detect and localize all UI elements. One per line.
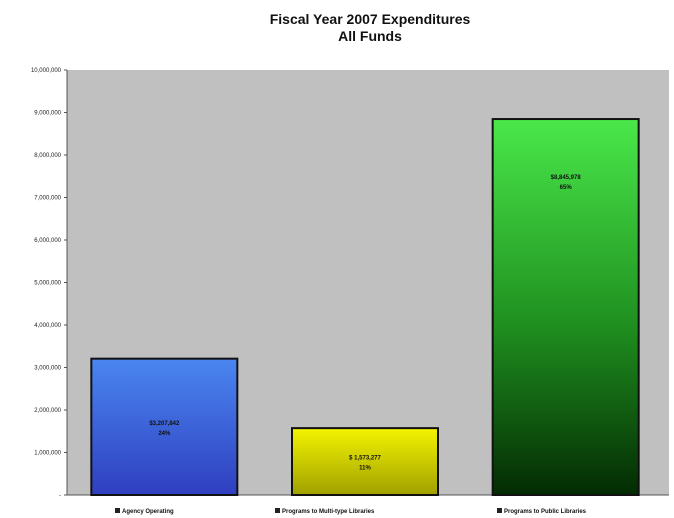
y-tick-label: 5,000,000 (34, 281, 61, 287)
bar-value-label: $8,845,978 (551, 175, 582, 181)
legend-swatch (275, 508, 280, 513)
y-tick-label: - (59, 493, 61, 499)
legend-swatch (497, 508, 502, 513)
y-tick-label: 3,000,000 (34, 366, 61, 372)
chart-title: Fiscal Year 2007 Expenditures (270, 11, 471, 27)
y-tick-label: 2,000,000 (34, 408, 61, 414)
y-tick-label: 10,000,000 (31, 68, 62, 74)
y-tick-label: 6,000,000 (34, 238, 61, 244)
bar-percent-label: 24% (158, 431, 171, 437)
chart-subtitle: All Funds (338, 28, 402, 44)
bar-value-label: $ 1,573,277 (349, 456, 381, 462)
bar-percent-label: 11% (359, 466, 371, 472)
bar (291, 427, 439, 497)
y-tick-label: 9,000,000 (34, 111, 61, 117)
legend-label: Agency Operating (122, 509, 174, 515)
legend-swatch (115, 508, 120, 513)
y-tick-label: 8,000,000 (34, 153, 61, 159)
bar-percent-label: 65% (560, 185, 573, 191)
y-tick-label: 1,000,000 (34, 451, 61, 457)
y-tick-label: 4,000,000 (34, 323, 61, 329)
bar (491, 118, 640, 497)
bar-value-label: $3,207,842 (149, 421, 180, 427)
y-tick-label: 7,000,000 (34, 196, 61, 202)
legend-label: Programs to Multi-type Libraries (282, 509, 375, 515)
legend-label: Programs to Public Libraries (504, 509, 587, 515)
bar (90, 357, 239, 496)
